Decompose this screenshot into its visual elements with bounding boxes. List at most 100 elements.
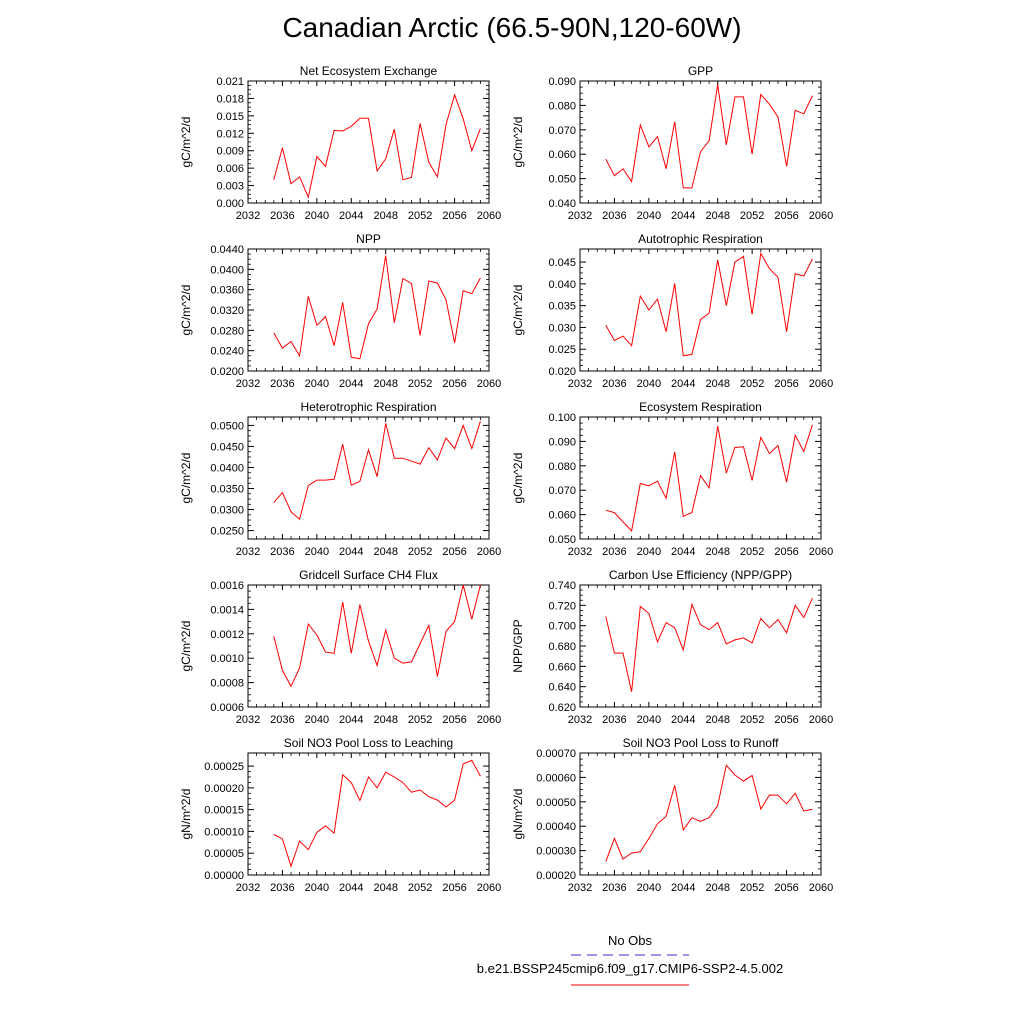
x-tick-label: 2056 — [442, 210, 466, 222]
panel-title: Net Ecosystem Exchange — [300, 64, 438, 78]
plot-frame — [247, 752, 490, 876]
x-tick-label: 2040 — [305, 882, 329, 894]
x-tick-label: 2044 — [671, 546, 695, 558]
x-tick-label: 2040 — [305, 378, 329, 390]
y-tick-label: 0.040 — [548, 198, 576, 210]
x-tick-label: 2048 — [373, 882, 397, 894]
y-axis-label: gC/m^2/d — [179, 117, 193, 168]
chart-panel: Gridcell Surface CH4 Flux gC/m^2/d 2032 203… — [179, 568, 501, 726]
y-tick-label: 0.0012 — [210, 629, 244, 641]
series-line — [273, 93, 481, 199]
y-tick-label: 0.660 — [548, 661, 576, 673]
x-tick-label: 2032 — [568, 210, 592, 222]
y-tick-label: 0.030 — [548, 322, 576, 334]
y-tick-label: 0.00010 — [204, 826, 244, 838]
x-tick-label: 2060 — [477, 378, 501, 390]
x-tick-label: 2060 — [809, 210, 833, 222]
y-tick-label: 0.0350 — [210, 484, 244, 496]
x-tick-label: 2056 — [442, 882, 466, 894]
plot-frame — [579, 584, 822, 708]
x-tick-label: 2048 — [705, 546, 729, 558]
chart-panel: Soil NO3 Pool Loss to Leaching gN/m^2/d 20… — [179, 736, 501, 894]
series-line — [273, 584, 481, 688]
x-tick-label: 2048 — [705, 210, 729, 222]
chart-panel: GPP gC/m^2/d 2032 2036 2040 2044 2048 2052 2056 2… — [511, 64, 833, 222]
x-tick-label: 2032 — [568, 882, 592, 894]
y-tick-label: 0.080 — [548, 100, 576, 112]
y-axis-label: gN/m^2/d — [179, 789, 193, 840]
y-tick-label: 0.00050 — [536, 797, 576, 809]
x-tick-label: 2040 — [637, 210, 661, 222]
x-tick-label: 2048 — [705, 882, 729, 894]
x-tick-label: 2044 — [339, 714, 363, 726]
x-tick-label: 2036 — [270, 378, 294, 390]
y-tick-label: 0.00000 — [204, 870, 244, 882]
y-tick-label: 0.0280 — [210, 325, 244, 337]
y-tick-label: 0.090 — [548, 76, 576, 88]
y-tick-label: 0.00005 — [204, 848, 244, 860]
x-tick-label: 2052 — [740, 882, 764, 894]
y-tick-label: 0.040 — [548, 279, 576, 291]
x-tick-label: 2040 — [305, 714, 329, 726]
x-tick-label: 2040 — [305, 546, 329, 558]
y-tick-label: 0.050 — [548, 174, 576, 186]
x-tick-label: 2052 — [740, 714, 764, 726]
y-tick-label: 0.060 — [548, 149, 576, 161]
y-tick-label: 0.070 — [548, 125, 576, 137]
x-tick-label: 2032 — [236, 882, 260, 894]
x-tick-label: 2044 — [671, 210, 695, 222]
x-tick-label: 2032 — [236, 210, 260, 222]
x-tick-label: 2052 — [408, 714, 432, 726]
x-tick-label: 2056 — [442, 714, 466, 726]
x-tick-label: 2060 — [477, 882, 501, 894]
panel-title: GPP — [688, 64, 713, 78]
y-tick-label: 0.00015 — [204, 805, 244, 817]
x-tick-label: 2040 — [305, 210, 329, 222]
x-tick-label: 2060 — [809, 378, 833, 390]
x-tick-label: 2056 — [774, 546, 798, 558]
x-tick-label: 2048 — [373, 210, 397, 222]
x-tick-label: 2044 — [671, 714, 695, 726]
figure-title: Canadian Arctic (66.5-90N,120-60W) — [282, 12, 742, 43]
x-tick-label: 2056 — [442, 378, 466, 390]
y-tick-label: 0.0320 — [210, 305, 244, 317]
plot-frame — [579, 416, 822, 540]
series-line — [273, 759, 481, 868]
y-tick-label: 0.045 — [548, 257, 576, 269]
y-axis-label: gN/m^2/d — [511, 789, 525, 840]
y-tick-label: 0.620 — [548, 702, 576, 714]
x-tick-label: 2036 — [270, 210, 294, 222]
y-tick-label: 0.0500 — [210, 420, 244, 432]
y-tick-label: 0.740 — [548, 580, 576, 592]
y-tick-label: 0.00040 — [536, 821, 576, 833]
series-line — [605, 84, 813, 189]
x-tick-label: 2060 — [477, 714, 501, 726]
x-tick-label: 2032 — [568, 714, 592, 726]
panel-title: Carbon Use Efficiency (NPP/GPP) — [609, 568, 792, 582]
y-tick-label: 0.070 — [548, 485, 576, 497]
y-tick-label: 0.0014 — [210, 604, 244, 616]
y-tick-label: 0.680 — [548, 641, 576, 653]
x-tick-label: 2060 — [477, 210, 501, 222]
x-tick-label: 2036 — [602, 546, 626, 558]
panel-title: Gridcell Surface CH4 Flux — [299, 568, 438, 582]
x-tick-label: 2052 — [408, 378, 432, 390]
chart-panel: Net Ecosystem Exchange gC/m^2/d 2032 2036 20… — [179, 64, 501, 222]
y-tick-label: 0.012 — [216, 128, 244, 140]
chart-panel: Carbon Use Efficiency (NPP/GPP) NPP/GPP 20… — [511, 568, 833, 726]
series-line — [605, 597, 813, 692]
y-tick-label: 0.100 — [548, 412, 576, 424]
series-line — [273, 421, 481, 521]
x-tick-label: 2032 — [236, 546, 260, 558]
panel-title: Heterotrophic Respiration — [300, 400, 436, 414]
x-tick-label: 2032 — [568, 546, 592, 558]
plot-frame — [247, 416, 490, 540]
panel-title: Soil NO3 Pool Loss to Leaching — [284, 736, 453, 750]
legend: No Obs b.e21.BSSP245cmip6.f09_g17.CMIP6-… — [477, 933, 783, 986]
x-tick-label: 2052 — [408, 882, 432, 894]
x-tick-label: 2036 — [270, 882, 294, 894]
chart-panel: Ecosystem Respiration gC/m^2/d 2032 2036 204… — [511, 400, 833, 558]
x-tick-label: 2056 — [774, 378, 798, 390]
x-tick-label: 2060 — [809, 714, 833, 726]
y-tick-label: 0.700 — [548, 621, 576, 633]
